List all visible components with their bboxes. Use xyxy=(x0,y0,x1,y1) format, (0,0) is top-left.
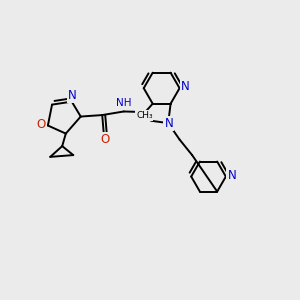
Text: NH: NH xyxy=(116,98,132,107)
Text: CH₃: CH₃ xyxy=(136,111,153,120)
Text: N: N xyxy=(164,117,173,130)
Text: O: O xyxy=(37,118,46,131)
Text: O: O xyxy=(100,133,110,146)
Text: N: N xyxy=(68,88,77,102)
Text: N: N xyxy=(181,80,190,94)
Text: N: N xyxy=(227,169,236,182)
